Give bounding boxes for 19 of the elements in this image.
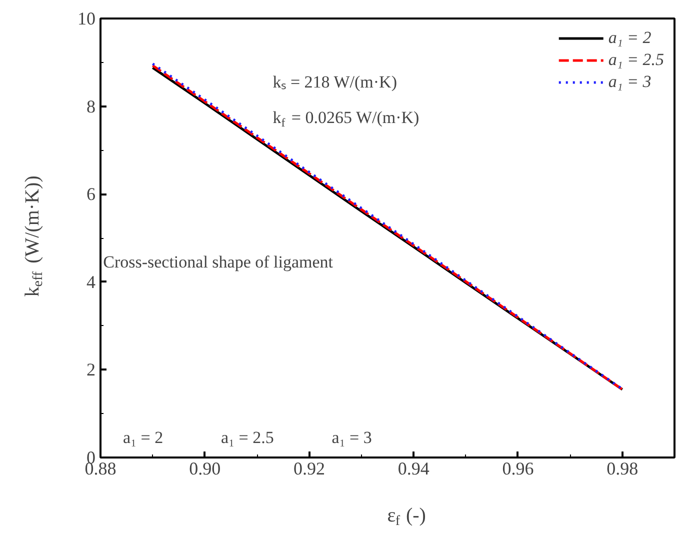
x-tick-label: 0.92 — [293, 458, 325, 478]
annotation: a₁ = 3 — [332, 428, 372, 448]
y-tick-label: 2 — [86, 360, 96, 380]
y-axis-title: keff (W/(m·K)) — [22, 176, 46, 297]
annotation: Cross-sectional shape of ligament — [103, 252, 334, 272]
x-tick-label: 0.90 — [189, 458, 221, 478]
y-tick-label: 4 — [86, 272, 96, 292]
x-tick-label: 0.94 — [398, 458, 430, 478]
legend-label: a₁ = 2.5 — [608, 50, 664, 70]
y-tick-label: 10 — [78, 8, 96, 28]
x-tick-label: 0.98 — [606, 458, 638, 478]
legend-label: a₁ = 2 — [608, 28, 652, 48]
y-tick-label: 8 — [86, 96, 96, 116]
annotation: kₛ = 218 W/(m·K) — [272, 72, 397, 92]
legend-label: a₁ = 3 — [608, 72, 652, 92]
annotation: a₁ = 2.5 — [221, 428, 274, 448]
x-tick-label: 0.96 — [502, 458, 534, 478]
y-tick-label: 6 — [86, 184, 96, 204]
annotation: a₁ = 2 — [123, 428, 164, 448]
